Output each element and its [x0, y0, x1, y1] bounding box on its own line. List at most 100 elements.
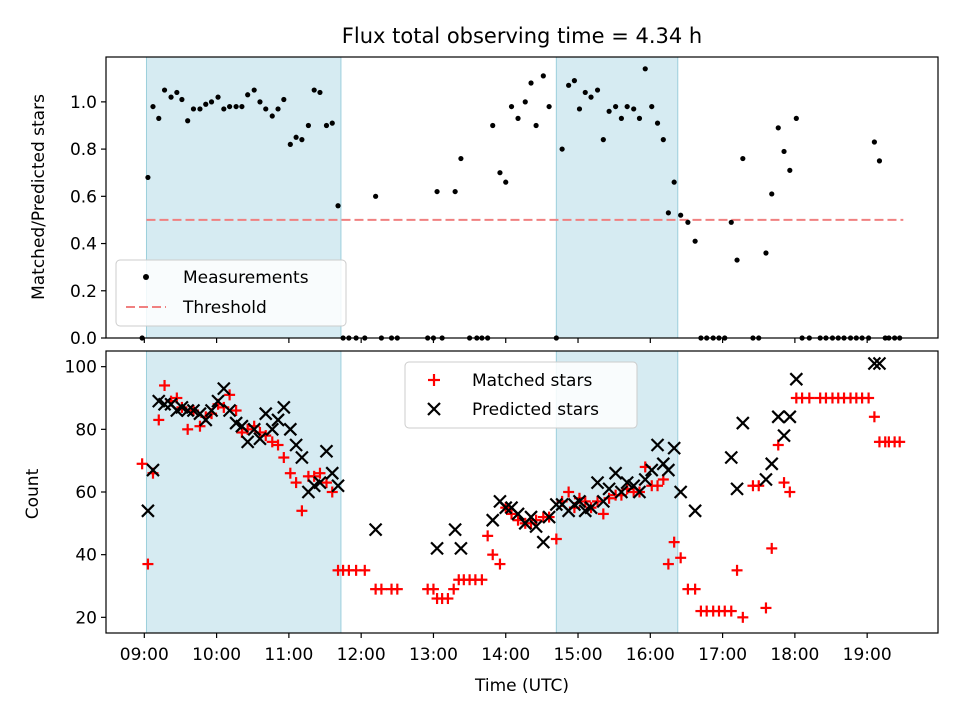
measurement-point — [208, 99, 215, 105]
measurement-point — [305, 122, 311, 129]
measurement-point — [287, 141, 293, 147]
top-y-tick-label: 1.0 — [70, 93, 97, 113]
measurement-point — [678, 212, 684, 218]
measurement-point — [740, 155, 746, 162]
measurement-point — [775, 125, 781, 131]
predicted-star-point — [295, 450, 309, 465]
measurement-point — [281, 96, 287, 103]
measurement-point — [227, 103, 233, 110]
bottom-legend-box — [404, 361, 638, 429]
predicted-star-point — [271, 413, 285, 427]
predicted-star-point — [141, 504, 155, 518]
matched-star-point — [760, 602, 772, 614]
measurement-point — [533, 122, 539, 129]
top-x-ticks — [143, 338, 868, 343]
predicted-star-point — [777, 428, 791, 443]
measurement-point — [642, 66, 648, 72]
matched-star-point — [194, 420, 206, 432]
matched-star-point — [784, 486, 796, 498]
measurement-point — [618, 115, 624, 121]
measurement-point — [275, 106, 281, 112]
legend-predicted-marker — [427, 402, 441, 416]
measurement-point — [497, 170, 503, 176]
predicted-star-point — [277, 400, 291, 415]
shaded-interval-2 — [555, 56, 679, 339]
predicted-star-point — [247, 422, 261, 437]
bottom-x-axis: 09:00 10:00 11:00 12:00 13:00 14:00 15:00 16:00… — [120, 633, 892, 665]
predicted-star-point — [638, 472, 653, 487]
matched-star-point — [296, 505, 308, 517]
matched-star-point — [506, 508, 518, 520]
predicted-star-point — [180, 403, 195, 418]
predicted-star-point — [217, 381, 231, 396]
measurement-point — [582, 89, 588, 96]
top-y-tick-label: 0.4 — [70, 235, 97, 255]
predicted-star-point — [764, 457, 779, 471]
matched-star-point — [494, 558, 506, 570]
predicted-star-point — [614, 485, 629, 499]
measurement-point — [323, 122, 330, 129]
measurement-point — [458, 155, 464, 162]
predicted-star-point — [542, 510, 556, 524]
predicted-star-point — [289, 438, 303, 452]
predicted-star-point — [730, 482, 744, 496]
bottom-y-axis-label: Count — [23, 468, 43, 519]
predicted-star-point — [146, 463, 160, 477]
measurement-point — [293, 134, 299, 140]
bottom-y-tick-label: 40 — [75, 546, 97, 566]
measurement-point — [503, 179, 509, 185]
matched-star-point — [668, 536, 680, 548]
measurement-point — [203, 101, 209, 107]
predicted-star-point — [198, 413, 213, 427]
top-y-tick-label: 0.0 — [70, 329, 97, 349]
bottom-x-tick-label: 10:00 — [192, 645, 241, 665]
matched-star-point — [592, 495, 604, 507]
bottom-legend[interactable]: Matched stars Predicted stars — [404, 361, 638, 429]
predicted-star-point — [430, 541, 444, 556]
measurement-point — [540, 73, 546, 79]
measurement-points — [139, 66, 903, 341]
predicted-star-point — [454, 541, 468, 556]
matched-star-point — [326, 486, 338, 498]
top-legend-box — [115, 259, 347, 327]
bottom-y-tick-label: 60 — [75, 483, 97, 503]
measurement-point — [871, 139, 877, 145]
predicted-star-point — [736, 416, 750, 430]
measurement-point — [876, 158, 883, 164]
predicted-star-point — [620, 475, 634, 490]
predicted-star-point — [632, 485, 647, 499]
shaded-interval-1 — [145, 350, 342, 634]
predicted-star-point — [253, 431, 267, 446]
matched-star-point — [662, 558, 674, 570]
matched-star-point — [136, 458, 148, 470]
measurement-point — [233, 103, 239, 110]
measurement-point — [215, 94, 221, 100]
measurement-point — [546, 103, 552, 110]
predicted-star-point — [608, 466, 623, 480]
predicted-star-point — [331, 478, 345, 493]
matched-star-point — [391, 583, 403, 595]
matched-star-point — [737, 611, 749, 623]
measurement-point — [576, 106, 583, 112]
measurement-point — [190, 106, 197, 112]
predicted-star-point — [511, 507, 525, 521]
measurement-point — [145, 174, 151, 181]
matched-star-point — [778, 477, 790, 489]
measurement-point — [600, 137, 606, 143]
measurement-point — [299, 137, 305, 143]
predicted-star-point — [789, 372, 804, 386]
matched-star-point — [563, 486, 575, 498]
bottom-x-tick-label: 12:00 — [337, 645, 386, 665]
top-legend[interactable]: Measurements Threshold — [115, 259, 347, 327]
measurement-point — [373, 193, 379, 199]
measurement-point — [649, 103, 655, 110]
bottom-x-tick-label: 16:00 — [626, 645, 675, 665]
legend-predicted-label: Predicted stars — [472, 400, 599, 420]
top-panel: 0.0 0.2 0.4 0.6 0.8 1.0 Matched/Predicted sta… — [29, 56, 939, 349]
predicted-star-point — [867, 356, 882, 371]
measurement-point — [665, 210, 671, 216]
top-y-tick-label: 0.2 — [70, 282, 97, 302]
top-y-tick-label: 0.8 — [70, 140, 97, 160]
measurement-point — [263, 106, 269, 112]
bottom-y-tick-label: 100 — [65, 358, 97, 378]
